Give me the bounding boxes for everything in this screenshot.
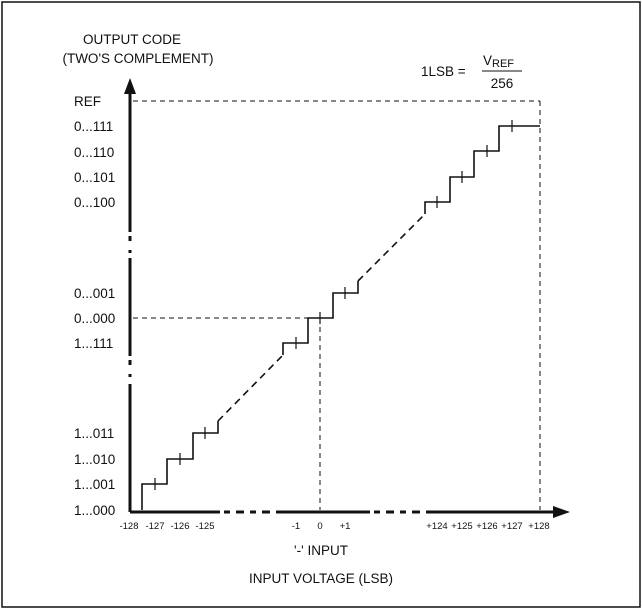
x-label: +127 [501, 521, 522, 532]
y-axis-title-line1: OUTPUT CODE [83, 32, 181, 47]
x-label: 0 [317, 521, 322, 532]
x-axis-arrowhead [553, 506, 570, 518]
x-label: +126 [476, 521, 497, 532]
y-label: 0...101 [74, 170, 115, 185]
y-label-ref: REF [74, 94, 101, 109]
x-label: +124 [426, 521, 447, 532]
midpoint-ticks [154, 120, 513, 490]
formula-lhs: 1LSB = [421, 64, 466, 79]
y-label: 1...011 [74, 426, 114, 441]
x-label: -128 [119, 521, 138, 532]
y-label: 0...110 [74, 145, 114, 160]
x-label: +128 [528, 521, 549, 532]
x-label: +1 [340, 521, 351, 532]
staircase-upper-dashed [357, 213, 426, 282]
x-label: -125 [195, 521, 214, 532]
y-label: 1...001 [74, 477, 115, 492]
y-label: 0...001 [74, 286, 115, 301]
staircase-lower-dashed [217, 354, 284, 422]
y-label: 1...111 [74, 336, 113, 351]
y-axis-labels: REF 0...111 0...110 0...101 0...100 0...… [74, 94, 115, 518]
y-label: 1...010 [74, 452, 115, 467]
x-axis-labels: -128 -127 -126 -125 -1 0 +1 +124 +125 +1… [119, 521, 549, 532]
formula-denominator: 256 [491, 76, 514, 91]
transfer-staircase [141, 125, 540, 510]
x-input-label: '-' INPUT [294, 543, 348, 558]
y-label: 0...000 [74, 311, 115, 326]
x-label: +125 [451, 521, 472, 532]
y-label: 1...000 [74, 503, 115, 518]
x-axis-title: INPUT VOLTAGE (LSB) [249, 571, 393, 586]
y-axis-arrowhead [124, 78, 136, 94]
staircase-upper [424, 125, 540, 214]
x-label: -1 [292, 521, 300, 532]
lsb-formula: 1LSB = VREF 256 [421, 53, 522, 91]
x-label: -126 [170, 521, 189, 532]
formula-numerator: VREF [483, 53, 514, 70]
y-label: 0...100 [74, 195, 115, 210]
y-axis-title-line2: (TWO'S COMPLEMENT) [62, 51, 213, 66]
x-label: -127 [145, 521, 164, 532]
reference-dashed-lines [133, 100, 541, 510]
y-label: 0...111 [74, 119, 113, 134]
formula-numerator-subscript: REF [492, 58, 514, 70]
staircase-lower [141, 421, 219, 510]
